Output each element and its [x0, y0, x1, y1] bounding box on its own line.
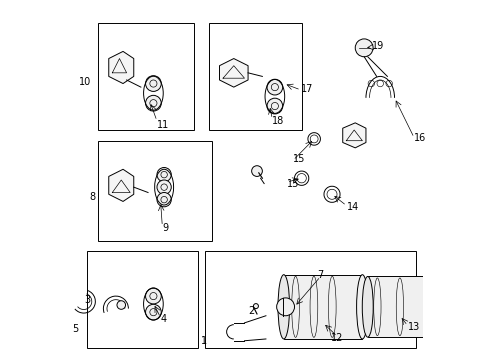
Bar: [367, 276, 431, 337]
Text: 18: 18: [272, 116, 284, 126]
Bar: [205, 251, 415, 348]
Circle shape: [145, 288, 161, 304]
Circle shape: [354, 39, 372, 57]
Circle shape: [157, 167, 171, 182]
Text: 8: 8: [89, 192, 95, 202]
Text: 11: 11: [157, 120, 169, 130]
Circle shape: [266, 79, 282, 95]
Circle shape: [117, 301, 125, 309]
Text: 16: 16: [413, 133, 426, 143]
Text: 7: 7: [317, 270, 323, 280]
Polygon shape: [108, 169, 134, 202]
Text: 17: 17: [300, 84, 313, 94]
Bar: [98, 23, 194, 130]
Bar: [98, 141, 212, 241]
Bar: [87, 251, 198, 348]
Ellipse shape: [362, 276, 372, 337]
Text: 19: 19: [371, 41, 384, 51]
Ellipse shape: [356, 275, 367, 339]
Circle shape: [157, 193, 171, 207]
Text: 5: 5: [72, 324, 78, 334]
Circle shape: [145, 95, 161, 111]
Text: 12: 12: [330, 333, 343, 343]
Bar: [283, 275, 362, 339]
Ellipse shape: [426, 276, 437, 337]
Polygon shape: [108, 51, 134, 84]
Text: 15: 15: [292, 154, 305, 164]
Text: 9: 9: [162, 223, 168, 233]
Circle shape: [157, 180, 171, 194]
Text: 10: 10: [79, 77, 91, 87]
Bar: [208, 23, 301, 130]
Circle shape: [266, 98, 282, 114]
Polygon shape: [219, 59, 247, 87]
Text: 4: 4: [160, 314, 166, 324]
Polygon shape: [342, 123, 365, 148]
Text: 1: 1: [201, 337, 206, 346]
Circle shape: [276, 298, 294, 316]
Circle shape: [145, 304, 161, 320]
Text: 2: 2: [247, 306, 254, 316]
Ellipse shape: [278, 275, 289, 339]
Text: 14: 14: [346, 202, 358, 212]
Text: 13: 13: [407, 322, 419, 332]
Text: 15: 15: [286, 179, 299, 189]
Text: 3: 3: [84, 295, 91, 305]
Circle shape: [251, 166, 262, 176]
Circle shape: [145, 76, 161, 91]
Circle shape: [253, 303, 258, 309]
